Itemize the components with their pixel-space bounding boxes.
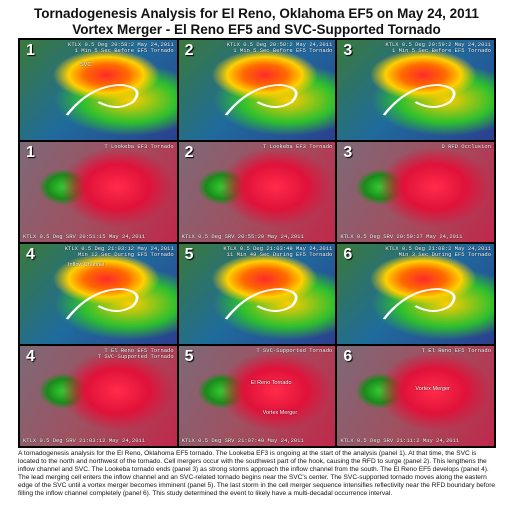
panel-header: T El Reno EF5 Tornado <box>422 348 491 354</box>
panel-header: KTLX 0.5 Deg 21:03:49 May 24,2011 11 Min … <box>223 246 332 258</box>
panel-header-line: KTLX 0.5 Deg 20:58:2 May 24,2011 <box>226 41 333 48</box>
panel-footer: KTLX 0.5 Deg SRV 20:51:15 May 24,2011 <box>23 233 146 240</box>
panel-subheader-line: 1 Min 5 Sec Before EF5 Tornado <box>391 47 491 54</box>
panel-header: D RFD Occlusion <box>441 144 491 150</box>
panel-number: 1 <box>26 144 35 161</box>
panel-number: 3 <box>343 144 353 161</box>
panel-number: 2 <box>184 144 194 161</box>
velocity-panel-4: 4 T El Reno EF5 Tornado T SVC-Supported To… <box>20 346 177 446</box>
panel-header: T El Reno EF5 Tornado T SVC-Supported Tor… <box>98 348 174 360</box>
panel-header: KTLX 0.5 Deg 21:08:2 May 24,2011 Min 3 Se… <box>385 246 491 258</box>
reflectivity-panel-1: 1 KTLX 0.5 Deg 20:58:2 May 24,2011 1 Min 5… <box>20 40 177 140</box>
velocity-panel-3: 3 D RFD Occlusion KTLX 0.5 Deg SRV 20:59:2… <box>337 142 494 242</box>
panel-header: KTLX 0.5 Deg 20:58:2 May 24,2011 1 Min 5 … <box>227 42 333 54</box>
reflectivity-panel-5: 5 KTLX 0.5 Deg 21:03:49 May 24,2011 11 Min… <box>178 244 336 344</box>
panel-subheader-line: Min 3 Sec During EF5 Tornado <box>398 251 491 258</box>
panel-number: 4 <box>26 348 35 365</box>
panel-footer: KTLX 0.5 Deg SRV 20:59:27 May 24,2011 <box>340 233 463 240</box>
panel-header-line: KTLX 0.5 Deg 21:03:49 May 24,2011 <box>223 245 333 252</box>
panel-annotation: Inflow Channel <box>68 262 105 268</box>
panel-footer: KTLX 0.5 Deg SRV 21:11:2 May 24,2011 <box>340 437 460 444</box>
panel-annotation: Vortex Merger <box>262 410 298 416</box>
panel-footer: KTLX 0.5 Deg SRV 20:55:20 May 24,2011 <box>181 233 304 240</box>
panel-number: 5 <box>184 348 194 365</box>
panel-header: KTLX 0.5 Deg 21:03:12 May 24,2011 Min 12 … <box>65 246 174 258</box>
panel-number: 1 <box>26 42 35 59</box>
panel-annotation: El Reno Tornado <box>250 380 292 386</box>
panel-header: T Lookeba EF3 Tornado <box>104 144 173 150</box>
panel-header-line: T El Reno EF5 Tornado <box>421 347 491 354</box>
radar-panel-grid: 1 KTLX 0.5 Deg 20:58:2 May 24,2011 1 Min 5… <box>18 38 496 448</box>
hook-echo-outline <box>383 288 456 320</box>
panel-number: 2 <box>184 42 194 59</box>
panel-subheader-line: 1 Min 5 Sec Before EF5 Tornado <box>233 47 333 54</box>
panel-footer: KTLX 0.5 Deg SRV 21:03:12 May 24,2011 <box>23 437 146 444</box>
panel-header-line: T SVC-Supported Tornado <box>256 347 333 354</box>
panel-header: KTLX 0.5 Deg 20:59:2 May 24,2011 1 Min 5 … <box>385 42 491 54</box>
panel-header-line: T El Reno EF5 Tornado <box>104 347 174 354</box>
panel-header: KTLX 0.5 Deg 20:58:2 May 24,2011 1 Min 5 … <box>68 42 174 54</box>
panel-header-line: KTLX 0.5 Deg 21:03:12 May 24,2011 <box>64 245 174 252</box>
panel-subheader-line: 1 Min 5 Sec Before EF5 Tornado <box>74 47 174 54</box>
reflectivity-panel-6: 6 KTLX 0.5 Deg 21:08:2 May 24,2011 Min 3 S… <box>337 244 494 344</box>
hook-echo-outline <box>383 84 456 116</box>
velocity-panel-6: 6 T El Reno EF5 Tornado KTLX 0.5 Deg SRV 2… <box>337 346 494 446</box>
figure-caption: A tornadogenesis analysis for the El Ren… <box>18 450 496 497</box>
panel-number: 6 <box>343 246 353 263</box>
reflectivity-panel-4: 4 KTLX 0.5 Deg 21:03:12 May 24,2011 Min 12… <box>20 244 177 344</box>
panel-subheader-line: 11 Min 49 Sec During EF5 Tornado <box>226 251 333 258</box>
panel-footer: KTLX 0.5 Deg SRV 21:07:49 May 24,2011 <box>181 437 304 444</box>
panel-header: T SVC-Supported Tornado <box>256 348 332 354</box>
velocity-panel-2: 2 T Lookeba EF3 Tornado KTLX 0.5 Deg SRV 2… <box>178 142 336 242</box>
panel-header-line: KTLX 0.5 Deg 20:59:2 May 24,2011 <box>385 41 491 48</box>
hook-echo-outline <box>224 84 298 116</box>
hook-echo-outline <box>65 288 139 320</box>
panel-header-line: KTLX 0.5 Deg 21:08:2 May 24,2011 <box>385 245 491 252</box>
panel-annotation: SVC <box>80 62 92 68</box>
reflectivity-panel-2: 2 KTLX 0.5 Deg 20:58:2 May 24,2011 1 Min 5… <box>178 40 336 140</box>
panel-header: T Lookeba EF3 Tornado <box>263 144 332 150</box>
panel-subheader-line: T SVC-Supported Tornado <box>97 353 174 360</box>
panel-header-line: D RFD Occlusion <box>441 143 491 150</box>
panel-header-line: T Lookeba EF3 Tornado <box>104 143 174 150</box>
hook-echo-outline <box>224 288 298 320</box>
figure-title: Tornadogenesis Analysis for El Reno, Okl… <box>34 6 479 21</box>
panel-header-line: T Lookeba EF3 Tornado <box>263 143 333 150</box>
panel-number: 5 <box>184 246 194 263</box>
panel-number: 3 <box>343 42 353 59</box>
velocity-panel-5: 5 T SVC-Supported Tornado KTLX 0.5 Deg SRV… <box>178 346 336 446</box>
panel-number: 4 <box>26 246 35 263</box>
panel-annotation: Vortex Merger <box>415 386 450 392</box>
velocity-panel-1: 1 T Lookeba EF3 Tornado KTLX 0.5 Deg SRV 2… <box>20 142 177 242</box>
figure-subtitle: Vortex Merger - El Reno EF5 and SVC-Supp… <box>72 22 441 37</box>
hook-echo-outline <box>65 84 139 116</box>
panel-number: 6 <box>343 348 353 365</box>
reflectivity-panel-3: 3 KTLX 0.5 Deg 20:59:2 May 24,2011 1 Min 5… <box>337 40 494 140</box>
panel-subheader-line: Min 12 Sec During EF5 Tornado <box>77 251 174 258</box>
panel-header-line: KTLX 0.5 Deg 20:58:2 May 24,2011 <box>68 41 174 48</box>
